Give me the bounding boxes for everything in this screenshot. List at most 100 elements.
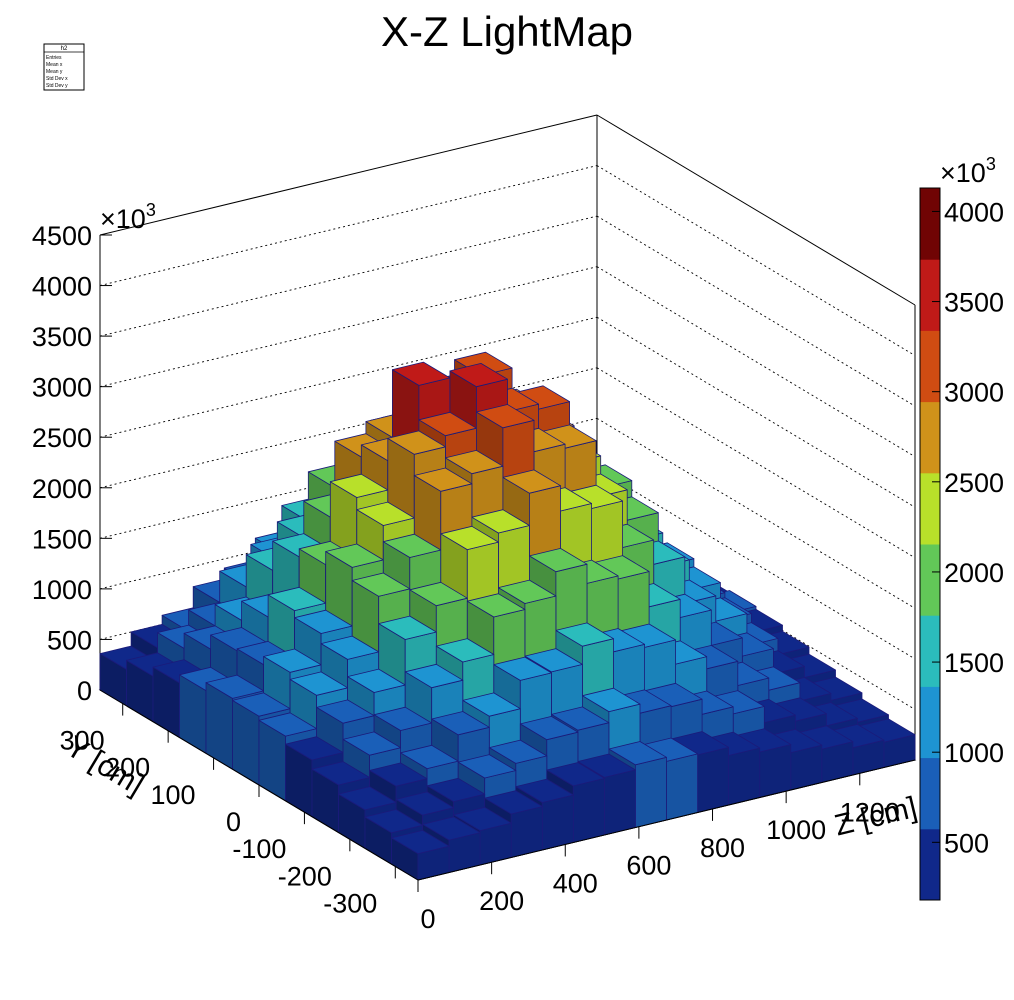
stats-title: h2 [61, 46, 68, 52]
stats-row: Mean y [46, 69, 63, 75]
x-tick-label: 200 [479, 886, 524, 916]
bar-top [454, 351, 513, 376]
bar-top [311, 761, 371, 786]
grid-line [596, 316, 916, 508]
bar-top [453, 806, 512, 831]
palette-band [920, 330, 940, 403]
y-tick-label: -300 [323, 888, 377, 918]
z-tick-label: 4500 [32, 221, 92, 251]
x-tick-label: 1000 [766, 815, 826, 845]
palette-multiplier: ×103 [940, 154, 996, 188]
bar-top [524, 648, 583, 673]
palette-band [920, 259, 940, 331]
bar-top [497, 579, 557, 604]
bar-top [457, 754, 517, 779]
grid-line [99, 215, 598, 337]
bar-top [462, 692, 521, 717]
x-tick-label: 1200 [840, 797, 900, 827]
bars [99, 351, 916, 881]
multiplier-exponent: 3 [986, 154, 996, 174]
x-tick-label: 800 [700, 833, 745, 863]
bar-top [232, 692, 291, 717]
bar-top [325, 543, 384, 568]
bar-top [413, 467, 473, 492]
bar-top [608, 741, 667, 766]
bar-top [373, 706, 433, 731]
bar-front [728, 747, 761, 806]
bar-top [294, 609, 353, 634]
x-tick-label: 600 [626, 851, 671, 881]
bar-top [347, 668, 406, 693]
bar-top [475, 404, 535, 429]
bar-top [356, 501, 415, 526]
z-tick-label: 4000 [32, 272, 92, 302]
z-tick-label: 2000 [32, 474, 92, 504]
stats-row: Mean x [46, 62, 63, 68]
bar-top [263, 648, 322, 673]
bar-top [258, 712, 318, 737]
bar-top [502, 469, 561, 494]
bar-front [759, 744, 792, 798]
grid-line [99, 266, 598, 388]
chart-title: X-Z LightMap [381, 8, 633, 55]
z-tick-label: 3500 [32, 322, 92, 352]
bar-top [555, 622, 614, 647]
z-tick-label: 3000 [32, 373, 92, 403]
grid-line [596, 417, 916, 609]
palette-band [920, 828, 940, 901]
z-tick-label: 500 [47, 625, 92, 655]
bar-top [364, 809, 424, 834]
bar-front [635, 756, 667, 828]
bar-top [515, 778, 574, 803]
y-tick-label: 300 [60, 726, 105, 756]
palette-band [920, 757, 940, 830]
bar-top [395, 791, 455, 816]
bar-top [338, 786, 397, 811]
bar-top [431, 711, 490, 736]
bar-top [391, 830, 450, 855]
bar-top [577, 753, 636, 778]
bar-front [604, 769, 636, 836]
palette-tick-label: 1000 [944, 738, 1004, 768]
bar-top [444, 449, 504, 475]
bar-top [267, 586, 327, 611]
palette-band [920, 401, 940, 474]
bar-front [510, 806, 543, 858]
palette-tick-label: 2500 [944, 468, 1004, 498]
grid-line [596, 367, 916, 559]
grid-line [99, 367, 598, 489]
bar-top [519, 716, 579, 741]
x-tick-label: 0 [420, 904, 435, 934]
x-tick-label: 400 [553, 868, 598, 898]
bar-top [426, 777, 486, 802]
bar-top [316, 699, 375, 724]
bar-top [582, 687, 641, 712]
bar-top [285, 736, 344, 761]
bar-top [466, 593, 526, 618]
palette-frame [919, 187, 941, 901]
bar-front [541, 794, 574, 851]
stats-row: Std Dev x [46, 76, 68, 82]
y-tick-label: 200 [105, 753, 150, 783]
bar [391, 830, 450, 881]
y-tick-label: 0 [226, 807, 241, 837]
bar-front [666, 753, 698, 821]
bar-front [697, 747, 729, 813]
bar-top [391, 361, 451, 386]
palette-band [920, 686, 940, 759]
box-edge [99, 114, 598, 236]
bar-top [369, 762, 428, 787]
grid-line [596, 215, 916, 407]
bar-top [351, 572, 411, 597]
grid-line [596, 468, 916, 660]
palette-band [920, 544, 940, 616]
bar-top [320, 635, 380, 660]
bar-top [488, 739, 548, 764]
palette-tick-label: 3000 [944, 378, 1004, 408]
bar-top [342, 731, 402, 756]
palette-band [920, 472, 940, 545]
stats-row: Std Dev y [46, 83, 68, 89]
palette-tick-label: 2000 [944, 558, 1004, 588]
